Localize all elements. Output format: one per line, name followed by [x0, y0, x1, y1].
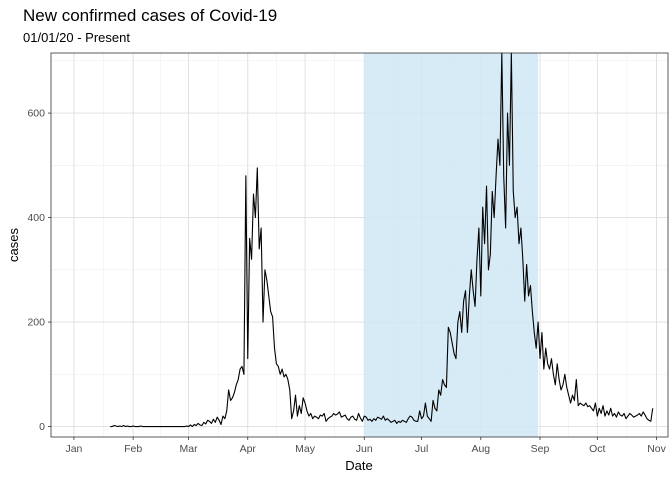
y-axis: 0 200 400 600	[27, 108, 51, 433]
plot-panel	[51, 53, 668, 437]
series-cases	[110, 52, 654, 428]
x-axis-title: Date	[345, 458, 372, 473]
y-axis-title: cases	[6, 228, 21, 262]
chart-title: New confirmed cases of Covid-19	[23, 6, 277, 25]
x-tick-label: Jan	[65, 443, 82, 455]
x-tick-label: Jun	[356, 443, 373, 455]
x-axis: Jan Feb Mar Apr May Jun Jul Aug Sep Oct Nov	[65, 437, 667, 455]
x-tick-label: Nov	[647, 443, 666, 455]
chart-subtitle: 01/01/20 - Present	[23, 30, 130, 45]
x-tick-label: Feb	[124, 443, 142, 455]
x-tick-label: Sep	[531, 443, 550, 455]
x-tick-label: May	[295, 443, 316, 455]
x-tick-label: Jul	[415, 443, 428, 455]
highlight-region	[364, 53, 539, 437]
x-tick-label: Aug	[471, 443, 490, 455]
y-tick-label: 0	[39, 421, 45, 433]
y-tick-label: 200	[27, 317, 45, 329]
x-tick-label: Mar	[179, 443, 198, 455]
y-tick-label: 600	[27, 108, 45, 120]
x-tick-label: Oct	[589, 443, 605, 455]
plot-border	[50, 52, 669, 438]
x-tick-label: Apr	[240, 443, 257, 455]
series-line	[110, 52, 654, 428]
y-tick-label: 400	[27, 212, 45, 224]
